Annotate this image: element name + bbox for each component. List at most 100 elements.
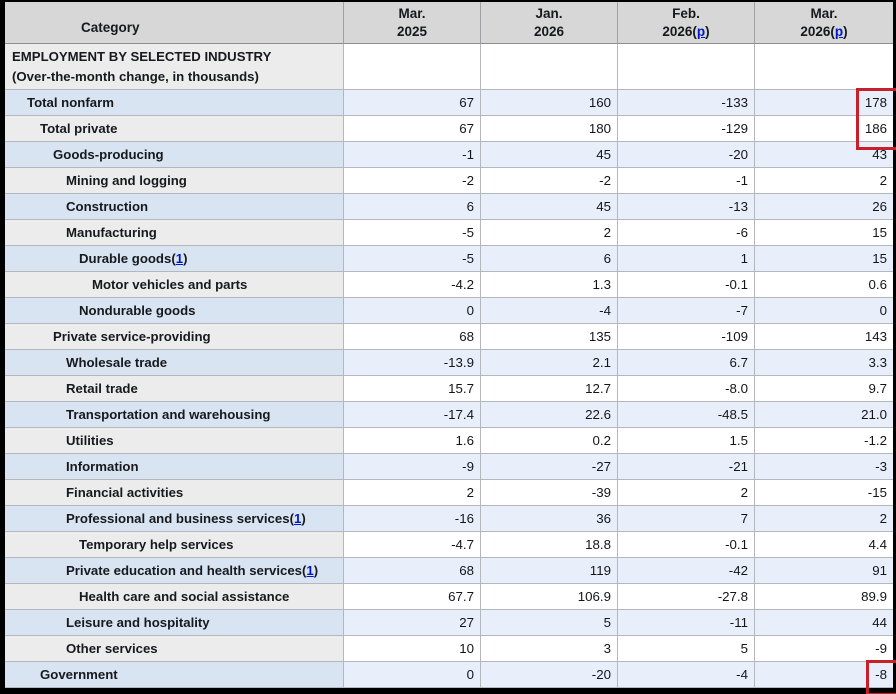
section-title-row: EMPLOYMENT BY SELECTED INDUSTRY (Over-th… <box>5 44 893 90</box>
value-cell: 186 <box>755 116 893 142</box>
value-cell: -16 <box>344 506 481 532</box>
cell-value: 5 <box>740 641 748 656</box>
value-cell: -129 <box>618 116 755 142</box>
cell-value: 36 <box>596 511 611 526</box>
cell-value: 44 <box>872 615 887 630</box>
category-header-cell: Category <box>5 2 344 44</box>
cell-value: 89.9 <box>861 589 887 604</box>
value-cell: -20 <box>618 142 755 168</box>
cell-value: -4 <box>736 667 748 682</box>
value-cell: -2 <box>344 168 481 194</box>
value-cell: -5 <box>344 220 481 246</box>
value-cell: 143 <box>755 324 893 350</box>
row-label: Nondurable goods <box>79 303 196 318</box>
footnote-link[interactable]: 1 <box>175 251 184 266</box>
value-cell: 43 <box>755 142 893 168</box>
value-cell: 7 <box>618 506 755 532</box>
period-column-header: Mar. 2026(p) <box>755 2 893 44</box>
cell-value: 0 <box>466 667 474 682</box>
footnote-marker: (1) <box>171 251 188 266</box>
cell-value: -8.0 <box>725 381 748 396</box>
row-label: Transportation and warehousing <box>66 407 271 422</box>
period-month-label: Mar. <box>810 5 838 21</box>
value-cell: -17.4 <box>344 402 481 428</box>
cell-value: 0.2 <box>592 433 612 448</box>
table-row: Other services 10 3 5 -9 <box>5 636 893 662</box>
value-cell: -5 <box>344 246 481 272</box>
section-title-line1: EMPLOYMENT BY SELECTED INDUSTRY <box>12 49 272 64</box>
row-label-cell: Total private <box>5 116 344 142</box>
section-empty-cell <box>344 44 481 90</box>
cell-value: 2 <box>603 225 611 240</box>
cell-value: -13 <box>728 199 748 214</box>
cell-value: 12.7 <box>585 381 611 396</box>
cell-value: 68 <box>459 329 474 344</box>
row-label-cell: Construction <box>5 194 344 220</box>
value-cell: -1 <box>344 142 481 168</box>
value-cell: 0 <box>755 298 893 324</box>
table-row: Goods-producing -1 45 -20 43 <box>5 142 893 168</box>
value-cell: 45 <box>481 194 618 220</box>
row-label: Government <box>40 667 118 682</box>
row-label-cell: Government <box>5 662 344 688</box>
footnote-link[interactable]: 1 <box>293 511 302 526</box>
table-row: Private service-providing 68 135 -109 143 <box>5 324 893 350</box>
value-cell: 178 <box>755 90 893 116</box>
table-row: Temporary help services -4.7 18.8 -0.1 4.4 <box>5 532 893 558</box>
period-year-label: 2026(p) <box>662 23 710 39</box>
cell-value: 27 <box>459 615 474 630</box>
cell-value: 45 <box>596 147 611 162</box>
cell-value: -4.7 <box>451 537 474 552</box>
section-empty-cell <box>755 44 893 90</box>
table-header-row: Category Mar. 2025 Jan. 2026 Feb. 2026(p) Mar.… <box>5 2 893 44</box>
row-label-cell: Leisure and hospitality <box>5 610 344 636</box>
value-cell: 91 <box>755 558 893 584</box>
row-label-cell: Financial activities <box>5 480 344 506</box>
cell-value: -2 <box>462 173 474 188</box>
value-cell: 0.6 <box>755 272 893 298</box>
row-label: Wholesale trade <box>66 355 168 370</box>
preliminary-footnote-link[interactable]: p <box>834 23 844 39</box>
cell-value: -129 <box>721 121 748 136</box>
value-cell: 5 <box>618 636 755 662</box>
value-cell: 2.1 <box>481 350 618 376</box>
cell-value: -42 <box>728 563 748 578</box>
row-label-cell: Total nonfarm <box>5 90 344 116</box>
value-cell: 5 <box>481 610 618 636</box>
cell-value: 2 <box>879 511 887 526</box>
row-label: Private service-providing <box>53 329 211 344</box>
row-label: Durable goods <box>79 251 172 266</box>
footnote-link[interactable]: 1 <box>306 563 314 578</box>
cell-value: 2 <box>879 173 887 188</box>
cell-value: 186 <box>864 121 887 136</box>
row-label-cell: Mining and logging <box>5 168 344 194</box>
cell-value: 178 <box>864 95 887 110</box>
value-cell: 0.2 <box>481 428 618 454</box>
row-label: Retail trade <box>66 381 138 396</box>
cell-value: 68 <box>459 563 474 578</box>
value-cell: -7 <box>618 298 755 324</box>
cell-value: 91 <box>872 563 887 578</box>
value-cell: 12.7 <box>481 376 618 402</box>
table-row: Wholesale trade -13.9 2.1 6.7 3.3 <box>5 350 893 376</box>
row-label: Other services <box>66 641 158 656</box>
row-label-cell: Health care and social assistance <box>5 584 344 610</box>
value-cell: 68 <box>344 558 481 584</box>
value-cell: -6 <box>618 220 755 246</box>
cell-value: -2 <box>599 173 611 188</box>
value-cell: -11 <box>618 610 755 636</box>
value-cell: 67 <box>344 90 481 116</box>
value-cell: 2 <box>481 220 618 246</box>
value-cell: -8.0 <box>618 376 755 402</box>
row-label: Total nonfarm <box>27 95 114 110</box>
value-cell: 106.9 <box>481 584 618 610</box>
value-cell: -15 <box>755 480 893 506</box>
value-cell: -1.2 <box>755 428 893 454</box>
cell-value: 180 <box>588 121 611 136</box>
row-label: Private education and health services <box>66 563 303 578</box>
value-cell: -3 <box>755 454 893 480</box>
preliminary-footnote-link[interactable]: p <box>696 23 706 39</box>
cell-value: -20 <box>591 667 611 682</box>
value-cell: 6.7 <box>618 350 755 376</box>
value-cell: -9 <box>755 636 893 662</box>
